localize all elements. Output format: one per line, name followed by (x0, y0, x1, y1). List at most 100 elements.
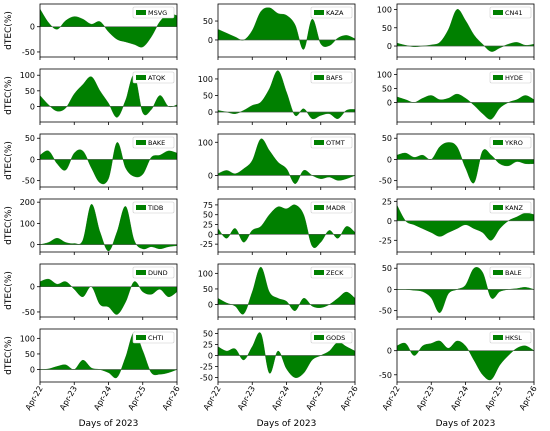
y-tick-label: 0 (30, 155, 35, 164)
x-axis-title: Days of 2023 (436, 419, 496, 429)
y-tick-label: 0 (30, 241, 35, 250)
legend-swatch (314, 140, 324, 145)
x-tick-label: Apr-24 (92, 385, 113, 412)
y-tick-label: 50 (25, 87, 35, 96)
y-tick-label: 50 (203, 17, 213, 26)
panel-bafs: 0 50 100 BAFS (198, 68, 356, 125)
legend-swatch (136, 335, 146, 340)
dtec-area-msvg (40, 8, 177, 48)
y-tick-label: -25 (200, 363, 213, 372)
legend-swatch (493, 205, 503, 210)
panel-kaza: 0 50 KAZA (203, 3, 356, 60)
y-tick-label: -50 (379, 371, 392, 380)
dtec-area-zeck (218, 266, 355, 315)
legend-swatch (314, 10, 324, 15)
y-tick-label: -50 (379, 307, 392, 316)
y-tick-label: 25 (203, 221, 213, 230)
y-tick-label: 0 (387, 42, 392, 51)
legend-label: DUND (148, 269, 168, 277)
y-tick-label: 100 (20, 334, 35, 343)
legend-label: GODS (326, 334, 345, 342)
legend: DUND (132, 266, 175, 279)
x-tick-label: Apr-26 (518, 385, 539, 412)
panel-hyde: 0 50 100 HYDE (377, 68, 535, 125)
y-tick-label: 0 (387, 347, 392, 356)
y-axis-title: dTEC(%) (4, 336, 14, 375)
y-tick-label: 0 (208, 352, 213, 361)
dtec-area-ykro (397, 142, 534, 184)
x-tick-label: Apr-24 (270, 385, 291, 412)
y-tick-label: -50 (22, 308, 35, 317)
dtec-area-hksl (397, 340, 534, 381)
x-tick-label: Apr-25 (483, 385, 504, 412)
legend: YKRO (489, 136, 532, 149)
legend-swatch (314, 270, 324, 275)
panel-ykro: -50 0 50 YKRO (379, 133, 535, 190)
legend-swatch (314, 75, 324, 80)
legend: BAKE (132, 136, 175, 149)
y-tick-label: 100 (198, 75, 213, 84)
legend-swatch (314, 205, 324, 210)
y-tick-label: 0 (208, 108, 213, 117)
y-tick-label: 0 (208, 230, 213, 239)
panel-atqk: 0 50 100 ATQK (20, 68, 178, 125)
legend: MADR (310, 201, 353, 214)
panel-gods: -50 -25 0 25 50 GODS (200, 328, 356, 385)
x-tick-label: Apr-25 (126, 385, 147, 412)
x-tick-label: Apr-26 (161, 385, 182, 412)
legend-label: BALE (505, 269, 522, 277)
legend-label: YKRO (504, 139, 523, 147)
y-tick-label: 75 (203, 201, 213, 210)
legend-label: KAZA (326, 9, 344, 17)
legend-label: HKSL (505, 334, 522, 342)
panel-kanz: -25 0 25 KANZ (379, 197, 535, 255)
y-tick-label: 0 (208, 301, 213, 310)
y-tick-label: 0 (387, 98, 392, 107)
legend-swatch (314, 335, 324, 340)
y-tick-label: 100 (198, 138, 213, 147)
legend-swatch (136, 140, 146, 145)
x-tick-label: Apr-22 (202, 385, 223, 412)
y-tick-label: 50 (25, 350, 35, 359)
legend: ZECK (310, 266, 353, 279)
y-tick-label: 0 (30, 283, 35, 292)
dtec-area-hyde (397, 93, 534, 120)
y-tick-label: 0 (30, 102, 35, 111)
panel-bake: -50 0 50 BAKE (22, 133, 178, 190)
y-tick-label: 0 (208, 171, 213, 180)
x-tick-label: Apr-22 (24, 385, 45, 412)
legend: OTMT (310, 136, 353, 149)
legend-label: BAKE (148, 139, 165, 147)
legend-swatch (136, 10, 146, 15)
panel-hksl: -50 0 HKSL (379, 328, 535, 385)
y-tick-label: -50 (22, 48, 35, 57)
y-tick-label: 50 (203, 211, 213, 220)
legend-swatch (136, 205, 146, 210)
y-tick-label: 50 (382, 85, 392, 94)
y-tick-label: -50 (22, 177, 35, 186)
y-tick-label: 0 (30, 23, 35, 32)
legend-label: HYDE (505, 74, 523, 82)
legend-label: OTMT (326, 139, 345, 147)
x-axis-title: Days of 2023 (79, 419, 139, 429)
y-tick-label: 100 (377, 71, 392, 80)
y-tick-label: 50 (382, 134, 392, 143)
x-tick-label: Apr-23 (415, 385, 436, 412)
y-tick-label: 50 (25, 134, 35, 143)
panel-cn41: 0 50 100 CN41 (377, 3, 535, 60)
panel-otmt: 0 100 OTMT (198, 133, 356, 190)
legend-swatch (493, 10, 503, 15)
dtec-area-bake (40, 142, 177, 185)
legend-swatch (493, 270, 503, 275)
x-axis-title: Days of 2023 (257, 419, 317, 429)
dtec-area-chti (40, 331, 177, 379)
y-tick-label: -25 (379, 236, 392, 245)
y-tick-label: 50 (203, 329, 213, 338)
legend: GODS (310, 331, 353, 344)
legend: BALE (489, 266, 532, 279)
y-tick-label: -50 (379, 177, 392, 186)
y-tick-label: 0 (30, 366, 35, 375)
x-tick-label: Apr-23 (58, 385, 79, 412)
legend: TIDB (132, 201, 175, 214)
legend-swatch (136, 270, 146, 275)
